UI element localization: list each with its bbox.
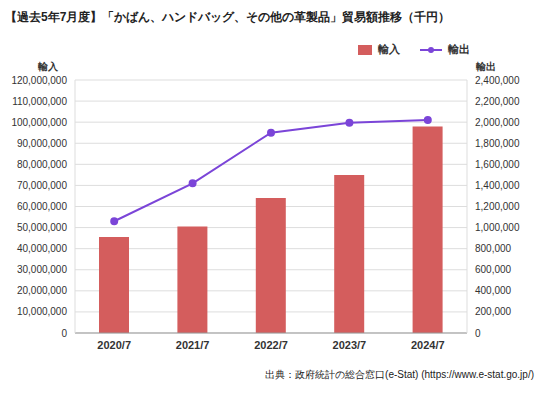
svg-text:2021/7: 2021/7 <box>176 339 210 351</box>
html-text:【過去5年7月度】「かばん、ハンドバッグ、その他の革製品」貿: 【過去5年7月度】「かばん、ハンドバッグ、その他の革製品」貿易額推移（千円） <box>5 10 451 24</box>
svg-text:50,000,000: 50,000,000 <box>17 222 67 233</box>
svg-text:70,000,000: 70,000,000 <box>17 180 67 191</box>
svg-text:90,000,000: 90,000,000 <box>17 138 67 149</box>
svg-text:2020/7: 2020/7 <box>97 339 131 351</box>
svg-text:2023/7: 2023/7 <box>333 339 367 351</box>
svg-text:1,400,000: 1,400,000 <box>475 180 520 191</box>
svg-text:2022/7: 2022/7 <box>254 339 288 351</box>
svg-text:200,000: 200,000 <box>475 306 512 317</box>
svg-text:30,000,000: 30,000,000 <box>17 264 67 275</box>
svg-text:1,600,000: 1,600,000 <box>475 159 520 170</box>
svg-text:600,000: 600,000 <box>475 264 512 275</box>
svg-text:20,000,000: 20,000,000 <box>17 285 67 296</box>
svg-text:2,000,000: 2,000,000 <box>475 117 520 128</box>
svg-text:80,000,000: 80,000,000 <box>17 159 67 170</box>
svg-text:2024/7: 2024/7 <box>411 339 445 351</box>
svg-text:40,000,000: 40,000,000 <box>17 243 67 254</box>
svg-text:110,000,000: 110,000,000 <box>12 96 67 107</box>
html-text:出典：政府統計の総合窓口(e-Stat) (https://: 出典：政府統計の総合窓口(e-Stat) (https://www.e-stat… <box>265 369 534 380</box>
svg-text:400,000: 400,000 <box>475 285 512 296</box>
html-text:輸入: 輸入 <box>38 61 58 72</box>
html-text:輸入: 輸入 <box>378 43 400 55</box>
svg-text:1,800,000: 1,800,000 <box>475 138 520 149</box>
svg-text:120,000,000: 120,000,000 <box>11 75 67 86</box>
svg-text:2,400,000: 2,400,000 <box>475 75 520 86</box>
svg-text:100,000,000: 100,000,000 <box>11 117 67 128</box>
svg-text:1,000,000: 1,000,000 <box>475 222 520 233</box>
svg-text:2,200,000: 2,200,000 <box>475 96 520 107</box>
svg-text:10,000,000: 10,000,000 <box>17 306 67 317</box>
html-text:輸出: 輸出 <box>448 43 470 55</box>
svg-text:0: 0 <box>61 328 67 339</box>
svg-text:800,000: 800,000 <box>475 243 512 254</box>
svg-text:0: 0 <box>475 328 481 339</box>
svg-text:1,200,000: 1,200,000 <box>475 201 520 212</box>
svg-text:60,000,000: 60,000,000 <box>17 201 67 212</box>
html-text:輸出: 輸出 <box>476 61 496 72</box>
